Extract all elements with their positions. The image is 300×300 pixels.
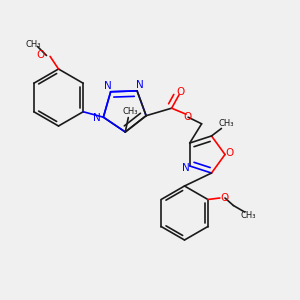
Text: O: O (184, 112, 192, 122)
Text: O: O (36, 50, 44, 60)
Text: N: N (182, 164, 190, 173)
Text: CH₃: CH₃ (240, 211, 256, 220)
Text: N: N (93, 113, 100, 123)
Text: O: O (176, 87, 184, 97)
Text: CH₃: CH₃ (218, 119, 234, 128)
Text: CH₃: CH₃ (26, 40, 41, 49)
Text: O: O (226, 148, 234, 158)
Text: N: N (136, 80, 143, 90)
Text: O: O (220, 193, 229, 203)
Text: CH₃: CH₃ (122, 107, 137, 116)
Text: N: N (104, 81, 112, 92)
